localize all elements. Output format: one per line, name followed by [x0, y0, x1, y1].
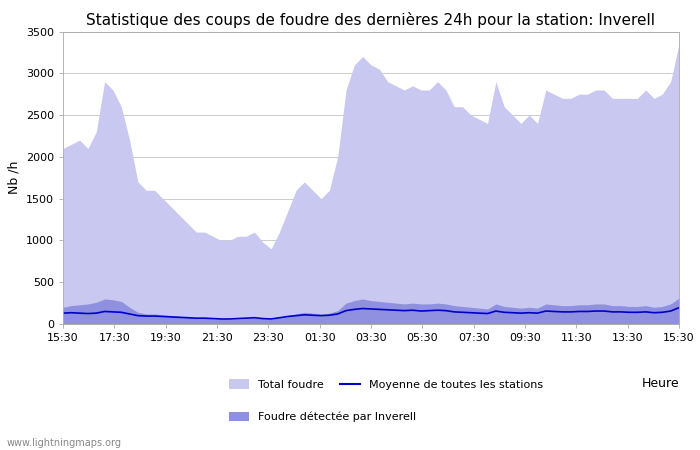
- Legend: Foudre détectée par Inverell: Foudre détectée par Inverell: [229, 411, 416, 422]
- Text: www.lightningmaps.org: www.lightningmaps.org: [7, 438, 122, 448]
- Text: Heure: Heure: [641, 377, 679, 390]
- Y-axis label: Nb /h: Nb /h: [7, 161, 20, 194]
- Title: Statistique des coups de foudre des dernières 24h pour la station: Inverell: Statistique des coups de foudre des dern…: [87, 12, 655, 27]
